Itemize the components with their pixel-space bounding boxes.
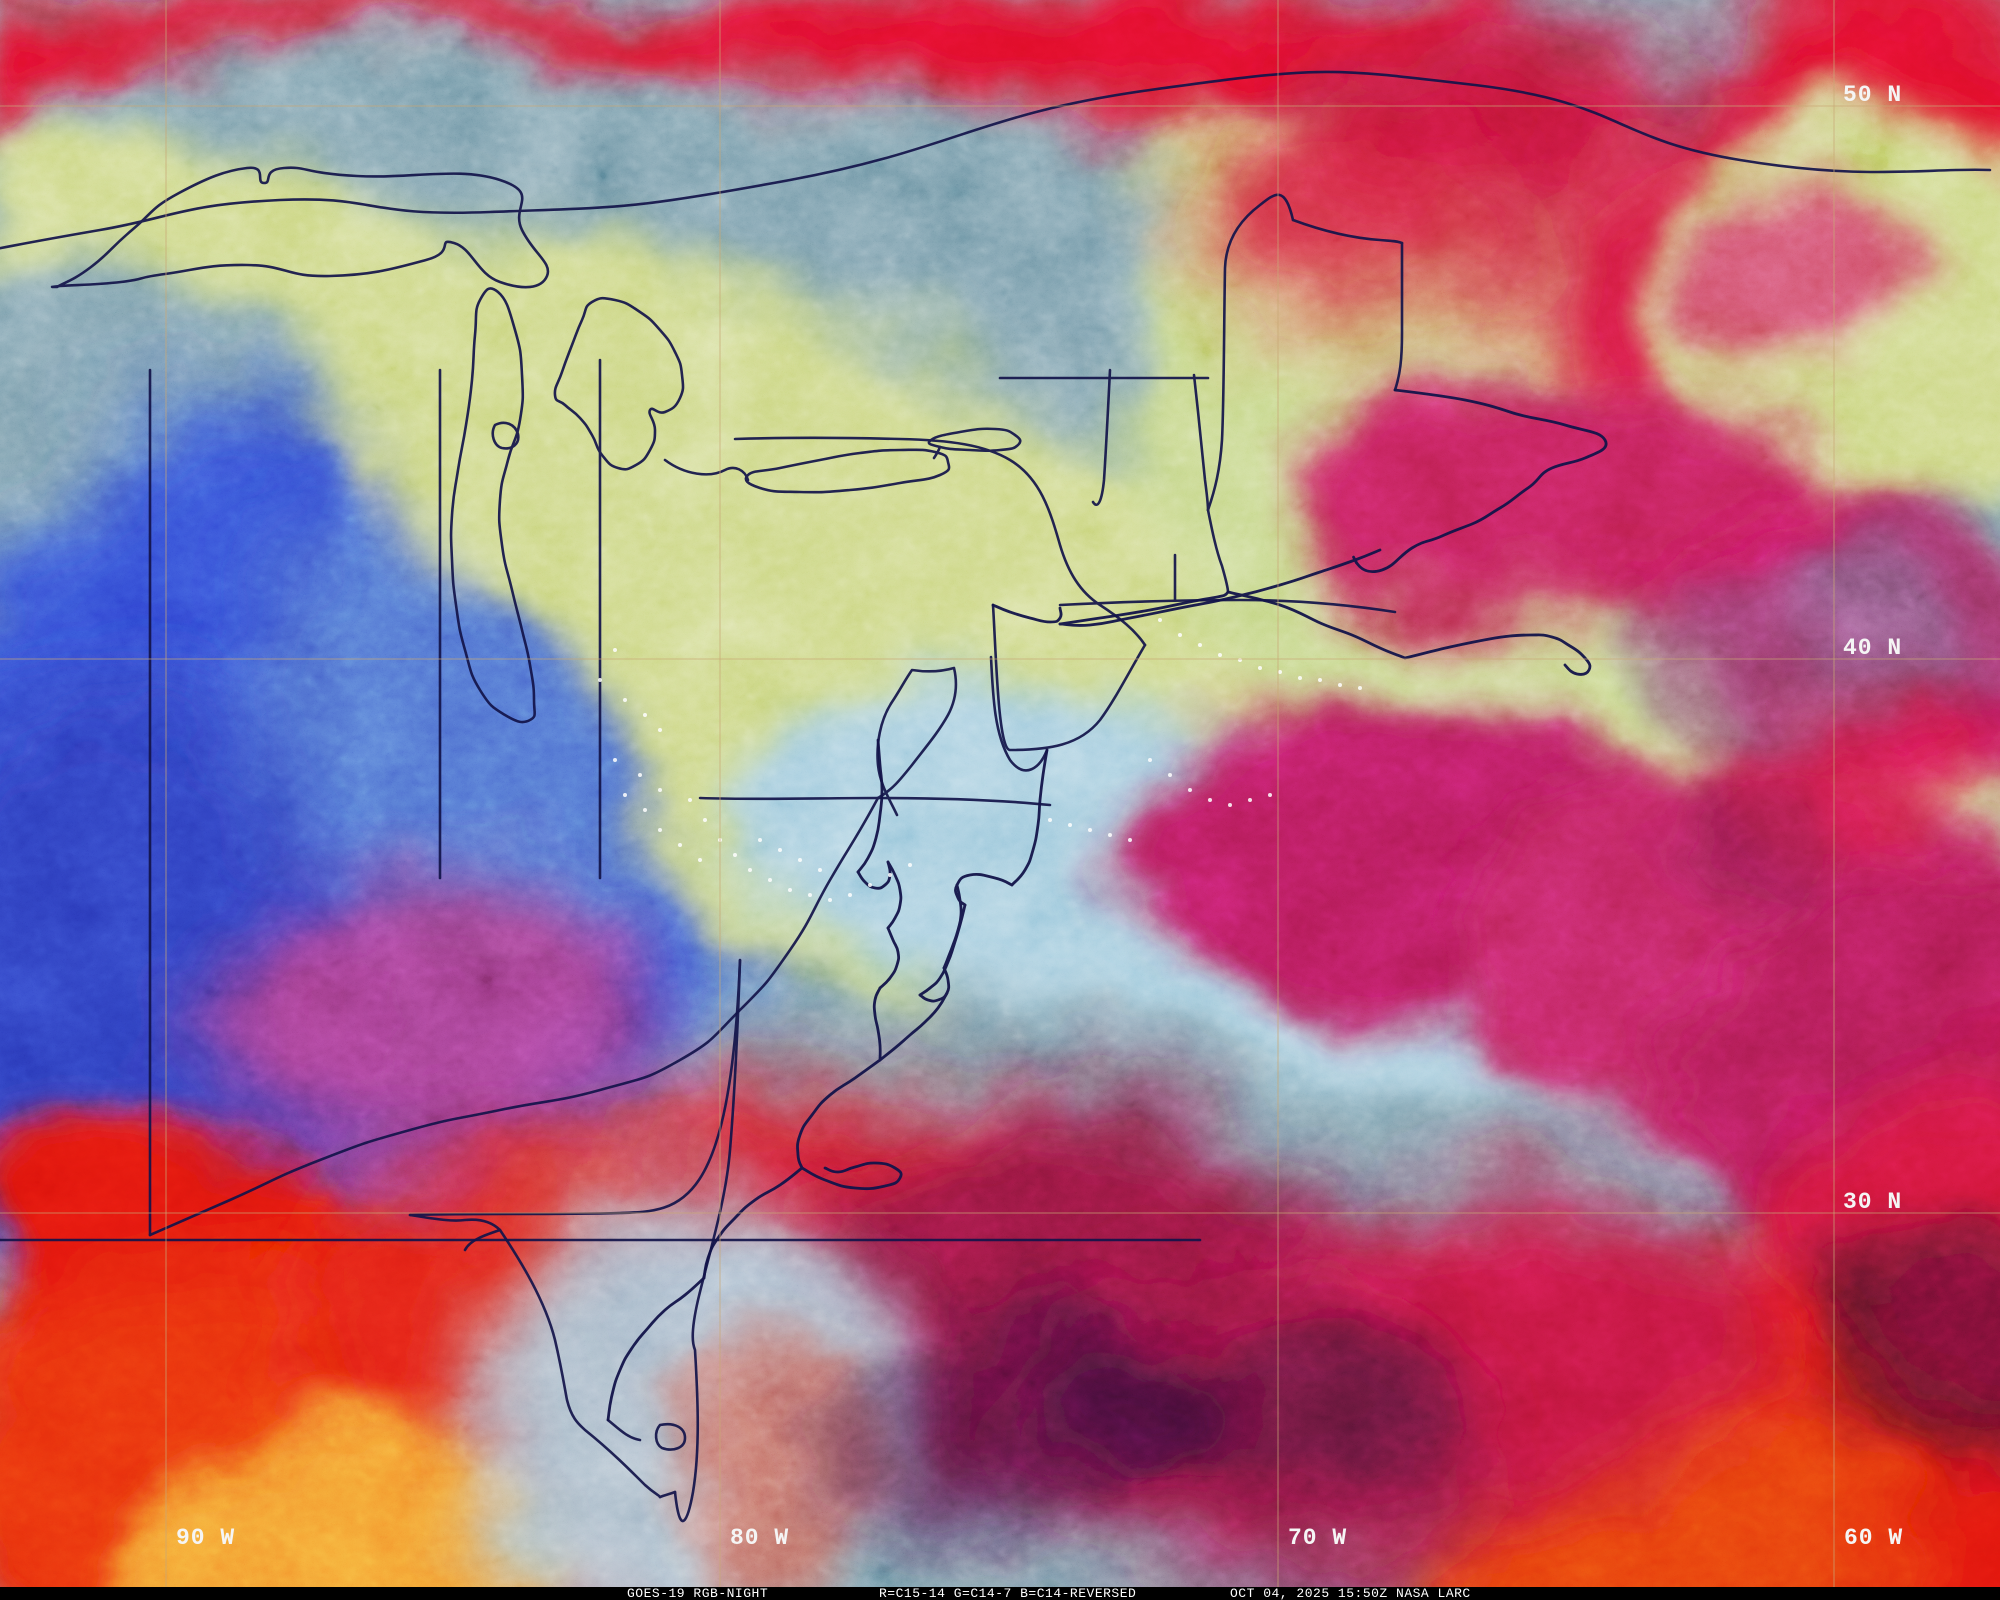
- svg-text:60 W: 60 W: [1844, 1525, 1903, 1551]
- svg-text:70 W: 70 W: [1288, 1525, 1347, 1551]
- svg-text:90 W: 90 W: [176, 1525, 235, 1551]
- svg-text:80 W: 80 W: [730, 1525, 789, 1551]
- svg-text:30 N: 30 N: [1843, 1189, 1902, 1215]
- svg-text:50 N: 50 N: [1843, 82, 1902, 108]
- svg-text:40 N: 40 N: [1843, 635, 1902, 661]
